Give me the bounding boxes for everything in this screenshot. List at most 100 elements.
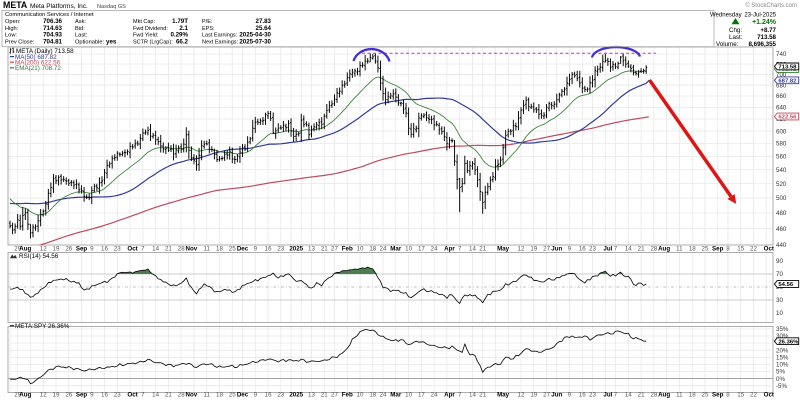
svg-text:17: 17 — [418, 246, 425, 253]
svg-text:0%: 0% — [776, 376, 785, 383]
svg-text:21: 21 — [321, 392, 328, 399]
svg-text:Dec: Dec — [237, 246, 249, 253]
svg-text:High:: High: — [5, 26, 19, 32]
svg-text:713.58: 713.58 — [778, 65, 797, 71]
svg-text:18: 18 — [689, 246, 696, 253]
svg-text:Last:: Last: — [729, 34, 743, 41]
svg-text:0.29%: 0.29% — [170, 32, 188, 39]
svg-text:16: 16 — [579, 246, 586, 253]
svg-text:22: 22 — [750, 392, 757, 399]
svg-text:26: 26 — [65, 392, 72, 399]
svg-text:10: 10 — [357, 392, 364, 399]
svg-text:26: 26 — [65, 246, 72, 253]
svg-text:16: 16 — [265, 246, 272, 253]
svg-text:Jul: Jul — [603, 246, 612, 253]
svg-text:Oct: Oct — [127, 392, 137, 399]
svg-text:9: 9 — [254, 246, 258, 253]
svg-text:14: 14 — [625, 246, 632, 253]
svg-text:P/E:: P/E: — [202, 19, 213, 25]
svg-text:Aug: Aug — [658, 392, 670, 399]
svg-text:687.82: 687.82 — [778, 78, 797, 84]
svg-text:660: 660 — [776, 93, 787, 100]
svg-text:29: 29 — [14, 246, 21, 253]
svg-text:15: 15 — [737, 246, 744, 253]
svg-text:Fwd Dividend:: Fwd Dividend: — [133, 26, 168, 32]
svg-text:Mkt Cap:: Mkt Cap: — [133, 19, 155, 25]
svg-text:35%: 35% — [776, 326, 789, 333]
svg-text:21: 21 — [321, 246, 328, 253]
svg-text:18: 18 — [369, 246, 376, 253]
svg-text:440: 440 — [776, 242, 787, 249]
svg-text:7: 7 — [614, 246, 618, 253]
svg-text:Sep: Sep — [76, 246, 88, 253]
svg-text:23-Jul-2025: 23-Jul-2025 — [744, 13, 776, 19]
svg-text:Prev Close:: Prev Close: — [5, 40, 35, 46]
svg-text:5%: 5% — [776, 369, 785, 376]
svg-text:27: 27 — [331, 246, 338, 253]
svg-text:21: 21 — [479, 246, 486, 253]
svg-text:13: 13 — [308, 246, 315, 253]
svg-text:Oct: Oct — [764, 392, 774, 399]
svg-text:9: 9 — [568, 246, 572, 253]
svg-text:580: 580 — [776, 141, 787, 148]
svg-text:Feb: Feb — [342, 392, 353, 399]
svg-text:8,696,355: 8,696,355 — [748, 41, 776, 48]
svg-text:27.83: 27.83 — [256, 18, 272, 25]
svg-text:27: 27 — [543, 246, 550, 253]
svg-text:11: 11 — [203, 246, 210, 253]
svg-text:12: 12 — [40, 246, 47, 253]
svg-text:24: 24 — [431, 392, 438, 399]
svg-text:28: 28 — [650, 392, 657, 399]
svg-text:Volume:: Volume: — [716, 41, 739, 48]
svg-text:704.93: 704.93 — [43, 32, 62, 39]
svg-text:Sep: Sep — [712, 246, 724, 253]
svg-text:© StockCharts.com: © StockCharts.com — [745, 2, 797, 9]
svg-text:500: 500 — [776, 195, 787, 202]
svg-text:Mar: Mar — [390, 246, 402, 253]
svg-text:May: May — [497, 246, 510, 253]
svg-text:Oct: Oct — [127, 246, 137, 253]
svg-text:28: 28 — [178, 246, 185, 253]
svg-text:9: 9 — [90, 392, 94, 399]
svg-text:10: 10 — [357, 246, 364, 253]
svg-text:27: 27 — [331, 392, 338, 399]
svg-text:740: 740 — [776, 51, 787, 58]
svg-text:META:SPY 26.36%: META:SPY 26.36% — [15, 323, 70, 330]
svg-text:18: 18 — [216, 392, 223, 399]
svg-text:10: 10 — [405, 392, 412, 399]
svg-text:700: 700 — [776, 72, 787, 79]
svg-text:7: 7 — [614, 392, 618, 399]
svg-text:680: 680 — [776, 82, 787, 89]
svg-text:META: META — [3, 0, 28, 10]
svg-text:14: 14 — [152, 246, 159, 253]
svg-text:600: 600 — [776, 128, 787, 135]
svg-text:714.63: 714.63 — [43, 25, 62, 32]
svg-text:25: 25 — [702, 392, 709, 399]
svg-text:19: 19 — [530, 246, 537, 253]
svg-text:15: 15 — [737, 392, 744, 399]
svg-text:MA(50) 687.82: MA(50) 687.82 — [15, 54, 57, 61]
svg-text:21: 21 — [165, 246, 172, 253]
svg-text:21: 21 — [479, 392, 486, 399]
svg-text:Wednesday: Wednesday — [710, 13, 742, 19]
svg-text:14: 14 — [152, 392, 159, 399]
svg-text:28: 28 — [178, 392, 185, 399]
svg-text:MA(200) 622.56: MA(200) 622.56 — [15, 60, 61, 67]
svg-text:19: 19 — [53, 246, 60, 253]
svg-text:2025-04-30: 2025-04-30 — [239, 32, 271, 39]
svg-text:+1.24%: +1.24% — [752, 19, 777, 26]
svg-text:EPS:: EPS: — [202, 26, 215, 32]
svg-text:540: 540 — [776, 167, 787, 174]
svg-text:23: 23 — [277, 392, 284, 399]
svg-text:24: 24 — [431, 246, 438, 253]
svg-text:30: 30 — [776, 297, 783, 304]
svg-text:10: 10 — [405, 246, 412, 253]
svg-text:70: 70 — [776, 271, 783, 278]
svg-text:8: 8 — [726, 246, 730, 253]
svg-text:Feb: Feb — [342, 246, 353, 253]
svg-text:9: 9 — [568, 392, 572, 399]
svg-text:17: 17 — [418, 392, 425, 399]
svg-text:2.1: 2.1 — [179, 25, 188, 32]
svg-text:7: 7 — [458, 392, 462, 399]
svg-text:May: May — [497, 392, 510, 399]
